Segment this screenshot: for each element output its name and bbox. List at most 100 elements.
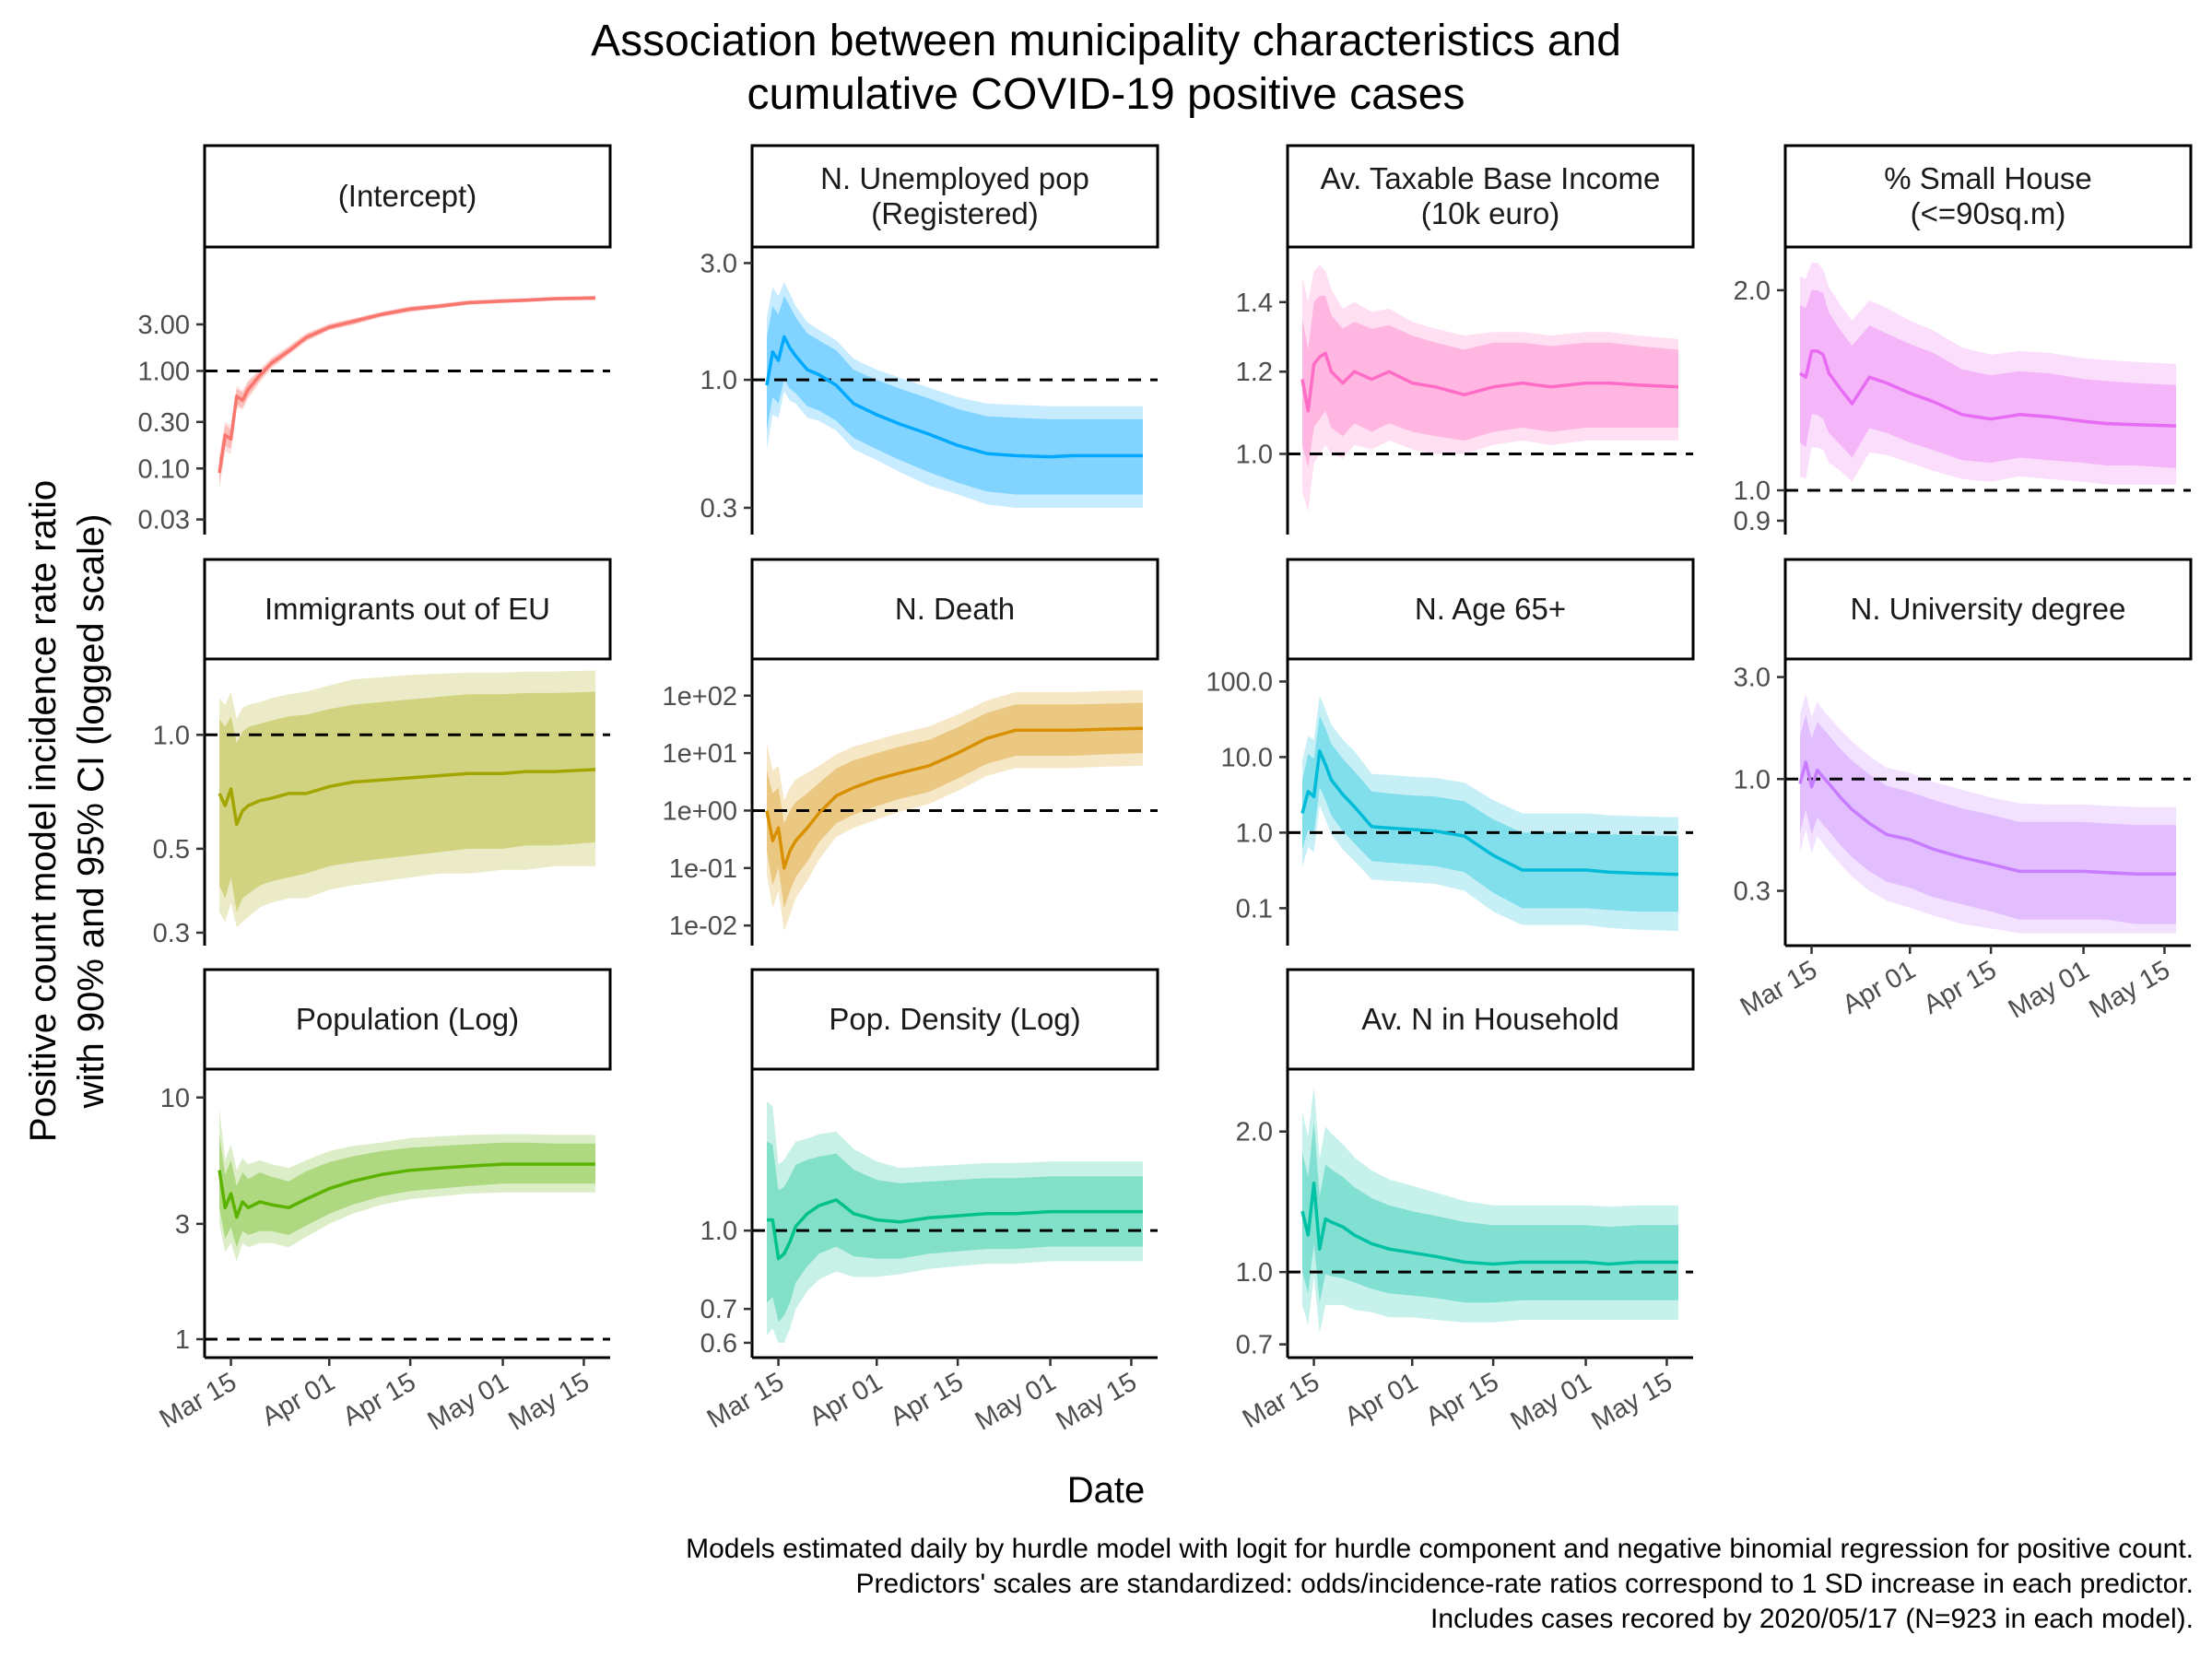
caption-line-3: Includes cases recored by 2020/05/17 (N=… xyxy=(1430,1604,2194,1634)
y-tick-label: 0.3 xyxy=(1734,877,1771,907)
ci95-ribbon xyxy=(1800,263,2176,485)
ci90-ribbon xyxy=(1302,715,1678,912)
estimate-line xyxy=(1798,760,2176,876)
facet-panel: N. Unemployed pop(Registered) 0.3 1.0 3.0 xyxy=(700,144,1159,535)
estimate-line xyxy=(767,1198,1143,1261)
chart-title-line-1: Association between municipality charact… xyxy=(591,17,1621,65)
estimate-line xyxy=(1300,351,1679,413)
y-axis-title-line-1: Positive count model incidence rate rati… xyxy=(23,480,64,1142)
facet-strip xyxy=(750,558,1159,661)
y-tick-label: 1e+02 xyxy=(663,682,737,712)
ci95-ribbon xyxy=(767,689,1143,932)
x-axis-title: Date xyxy=(1067,1470,1146,1511)
ci90-ribbon xyxy=(1302,1122,1678,1303)
estimate-line xyxy=(218,296,596,474)
y-tick-label: 0.1 xyxy=(1236,894,1273,924)
y-tick-label: 1.0 xyxy=(1734,477,1771,506)
facet-panels: (Intercept) 0.03 0.10 0.30 1.00 3.00 N. Unempl… xyxy=(138,144,2193,1437)
facet-panel: N. Age 65+ 0.1 1.0 10.0 100.0 xyxy=(1206,558,1695,946)
y-tick-label: 1e-02 xyxy=(669,912,737,941)
facet-strip-label: N. Death xyxy=(895,592,1015,626)
y-tick-label: 2.0 xyxy=(1236,1118,1273,1147)
y-tick-label: 1.0 xyxy=(1734,765,1771,794)
facet-strip xyxy=(203,144,612,249)
facet-strip xyxy=(203,558,612,661)
caption-line-1: Models estimated daily by hurdle model w… xyxy=(686,1534,2194,1564)
y-tick-label: 10 xyxy=(160,1084,190,1113)
ci90-ribbon xyxy=(219,691,595,912)
facet-panel: Immigrants out of EU 0.3 0.5 1.0 xyxy=(153,558,612,948)
facet-strip-label: Av. Taxable Base Income xyxy=(1321,161,1661,195)
ci95-ribbon xyxy=(767,1101,1143,1343)
y-tick-label: 1.0 xyxy=(1236,818,1273,848)
y-tick-label: 0.6 xyxy=(700,1329,737,1359)
facet-panel: N. Death 1e-02 1e-01 1e+00 1e+01 1e+02 xyxy=(663,558,1159,946)
facet-strip-label: (Intercept) xyxy=(338,179,477,213)
ci95-ribbon xyxy=(767,282,1143,508)
y-tick-label: 100.0 xyxy=(1206,667,1273,697)
estimate-line xyxy=(765,726,1144,870)
y-tick-label: 10.0 xyxy=(1221,743,1273,772)
facet-strip-label: (10k euro) xyxy=(1421,196,1559,230)
y-tick-label: 1.0 xyxy=(1236,440,1273,469)
facet-strip xyxy=(1286,144,1695,249)
ci95-ribbon xyxy=(1302,695,1678,932)
y-tick-label: 0.3 xyxy=(153,919,190,948)
y-tick-label: 1e-01 xyxy=(669,854,737,884)
facet-panel: % Small House(<=90sq.m) 0.91.0 2.0 xyxy=(1734,144,2193,536)
y-tick-label: 2.0 xyxy=(1734,276,1771,306)
y-tick-label: 3.0 xyxy=(1734,664,1771,693)
facet-strip-label: Immigrants out of EU xyxy=(265,592,550,626)
facet-strip xyxy=(1783,144,2193,249)
facet-strip xyxy=(1286,558,1695,661)
y-tick-label: 0.30 xyxy=(138,408,190,438)
estimate-line xyxy=(218,768,596,827)
facet-strip-label: Pop. Density (Log) xyxy=(829,1002,1080,1036)
estimate-line xyxy=(1300,749,1679,877)
facet-strip-label: Av. N in Household xyxy=(1361,1002,1618,1036)
y-tick-label: 1.0 xyxy=(153,721,190,750)
chart-title-line-2: cumulative COVID-19 positive cases xyxy=(747,70,1465,119)
estimate-line xyxy=(1300,1182,1678,1266)
y-tick-label: 1.4 xyxy=(1236,288,1273,318)
facet-strip-label: Population (Log) xyxy=(296,1002,519,1036)
y-tick-label: 0.7 xyxy=(1236,1331,1273,1360)
estimate-line xyxy=(1799,349,2177,428)
y-tick-label: 0.3 xyxy=(700,494,737,524)
y-tick-label: 3.00 xyxy=(138,311,190,340)
facet-strip-label: N. University degree xyxy=(1851,592,2126,626)
facet-strip xyxy=(750,144,1159,249)
ci90-ribbon xyxy=(1800,289,2176,468)
ci90-ribbon xyxy=(1302,295,1678,468)
ci90-ribbon xyxy=(767,296,1143,495)
facet-panel: (Intercept) 0.03 0.10 0.30 1.00 3.00 xyxy=(138,144,612,535)
y-tick-label: 3 xyxy=(175,1210,190,1240)
y-tick-label: 1e+00 xyxy=(663,796,737,826)
facet-strip xyxy=(203,968,612,1071)
y-tick-label: 1.2 xyxy=(1236,358,1273,387)
facet-strip-label: (<=90sq.m) xyxy=(1911,196,2066,230)
facet-strip-label: N. Age 65+ xyxy=(1415,592,1566,626)
y-tick-label: 0.10 xyxy=(138,454,190,484)
y-tick-label: 0.5 xyxy=(153,835,190,865)
facet-strip-label: % Small House xyxy=(1884,161,2092,195)
facet-strip xyxy=(1783,558,2193,661)
y-tick-label: 1.00 xyxy=(138,357,190,386)
y-axis-title-line-2: with 90% and 95% CI (logged scale) xyxy=(71,514,112,1110)
y-tick-label: 1.0 xyxy=(1236,1258,1273,1288)
ci95-ribbon xyxy=(219,1108,595,1262)
y-tick-label: 1 xyxy=(175,1325,190,1355)
y-tick-label: 0.7 xyxy=(700,1295,737,1324)
facet-strip-label: (Registered) xyxy=(871,196,1039,230)
y-tick-label: 1.0 xyxy=(700,1217,737,1246)
estimate-line xyxy=(765,335,1143,459)
estimate-line xyxy=(218,1162,595,1219)
ci90-ribbon xyxy=(767,702,1143,909)
ci95-ribbon xyxy=(1800,694,2176,934)
facet-strip xyxy=(1286,968,1695,1071)
y-tick-label: 0.9 xyxy=(1734,507,1771,536)
